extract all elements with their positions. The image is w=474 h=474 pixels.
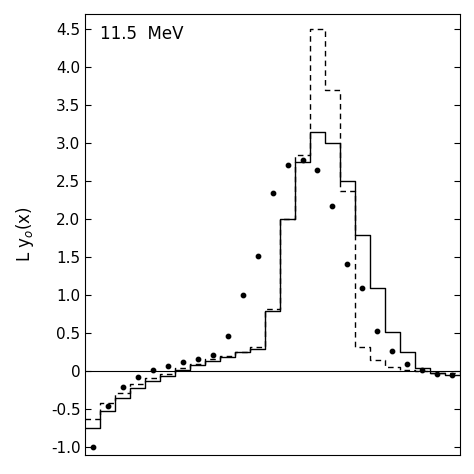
Point: [344, 260, 351, 267]
Point: [239, 292, 246, 299]
Text: L y$_o$(x): L y$_o$(x): [14, 207, 36, 263]
Point: [224, 332, 231, 339]
Point: [164, 362, 172, 370]
Point: [149, 366, 156, 374]
Point: [104, 402, 111, 410]
Point: [419, 366, 426, 374]
Text: 11.5  MeV: 11.5 MeV: [100, 25, 184, 43]
Point: [328, 202, 336, 210]
Point: [194, 356, 201, 363]
Point: [134, 373, 142, 381]
Point: [254, 252, 261, 260]
Point: [374, 328, 381, 335]
Point: [299, 156, 306, 164]
Point: [314, 166, 321, 174]
Point: [448, 372, 456, 379]
Point: [284, 161, 292, 168]
Point: [89, 444, 97, 451]
Point: [209, 351, 217, 358]
Point: [434, 370, 441, 377]
Point: [403, 360, 411, 368]
Point: [389, 347, 396, 355]
Point: [119, 383, 127, 391]
Point: [179, 358, 186, 366]
Point: [359, 284, 366, 292]
Point: [269, 189, 276, 197]
